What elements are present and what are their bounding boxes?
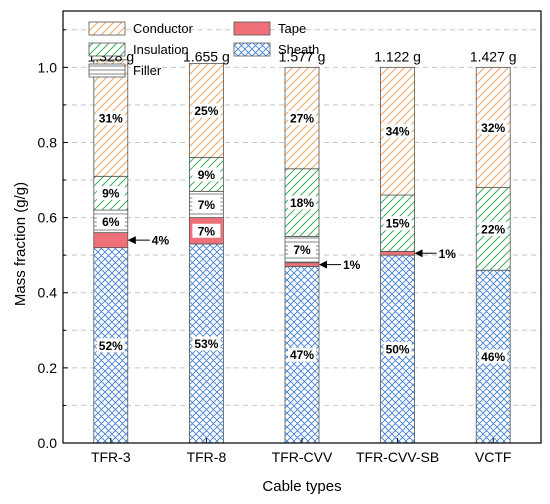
arrow-label: 4% (152, 234, 170, 248)
pct-label: 22% (481, 222, 505, 236)
pct-label-bg (288, 195, 316, 210)
pct-label-bg (479, 221, 508, 236)
pct-label: 7% (198, 224, 216, 238)
x-tick-label: VCTF (475, 449, 512, 465)
bar-segment-tape-tfr-3 (93, 232, 129, 249)
axes: 0.0 0.2 0.4 0.6 0.8 1.0 TFR-3 TFR-8 TFR-CVV TFR-C… (38, 29, 512, 465)
pct-label-bg (479, 120, 508, 135)
pct-label: 31% (99, 112, 123, 126)
y-tick-label: 0.6 (38, 210, 58, 226)
total-mass-label: 1.427 g (470, 48, 517, 64)
x-tick-label: TFR-CVV-SB (356, 449, 439, 465)
y-axis-title: Mass fraction (g/g) (12, 182, 29, 306)
pct-label-bg (192, 223, 221, 238)
pct-label: 6% (102, 215, 120, 229)
legend-swatch-insulation (88, 42, 126, 57)
pct-label: 46% (481, 350, 505, 364)
pct-label-bg (288, 111, 316, 126)
pct-label-bg (383, 342, 412, 357)
pct-label: 7% (198, 198, 216, 212)
y-tick-label: 1.0 (38, 59, 58, 75)
pct-label-bg (383, 216, 412, 231)
total-mass-label: 1.577 g (279, 48, 326, 64)
pct-label: 7% (293, 243, 311, 257)
pct-label: 50% (386, 343, 410, 357)
pct-label-bg (96, 186, 125, 201)
pct-label-bg (192, 167, 221, 182)
legend-label-tape: Tape (278, 21, 306, 36)
pct-label: 32% (481, 121, 505, 135)
pct-label: 15% (386, 217, 410, 231)
legend-label-conductor: Conductor (133, 21, 194, 36)
legend-swatch-tape (233, 21, 271, 36)
pct-label: 53% (194, 337, 218, 351)
pct-label: 52% (99, 339, 123, 353)
legend-swatch-filler (88, 63, 126, 78)
pct-label-bg (288, 347, 316, 362)
x-tick-label: TFR-CVV (272, 449, 333, 465)
pct-label: 25% (194, 104, 218, 118)
pct-label-bg (288, 242, 316, 257)
x-axis-title: Cable types (262, 478, 341, 495)
legend-label-filler: Filler (133, 63, 162, 78)
x-tick-label: TFR-8 (187, 449, 227, 465)
pct-label-bg (192, 197, 221, 212)
legend-label-insulation: Insulation (133, 42, 189, 57)
pct-label: 9% (198, 168, 216, 182)
legend-swatch-sheath (233, 42, 271, 57)
y-tick-label: 0.8 (38, 134, 58, 150)
pct-label-bg (192, 336, 221, 351)
total-mass-label: 1.122 g (374, 48, 421, 64)
pct-label-bg (383, 124, 412, 139)
legend-swatch-conductor (88, 21, 126, 36)
pct-label: 47% (290, 348, 314, 362)
pct-label: 34% (386, 125, 410, 139)
bar-labels: 52%4%6%9%31%1.328 g53%7%7%9%25%1.655 g47… (87, 48, 516, 364)
pct-label: 9% (102, 187, 120, 201)
pct-label-bg (192, 103, 221, 118)
y-tick-label: 0.0 (38, 435, 58, 451)
y-tick-label: 0.2 (38, 360, 58, 376)
bar-segment-tape-tfr-cvv (284, 262, 320, 267)
pct-label: 27% (290, 112, 314, 126)
pct-label: 18% (290, 196, 314, 210)
pct-label-bg (96, 214, 125, 229)
x-tick-label: TFR-3 (91, 449, 131, 465)
bar-segment-tape-tfr-cvv-sb (380, 251, 416, 256)
legend-label-sheath: Sheath (278, 42, 319, 57)
pct-label-bg (96, 111, 125, 126)
pct-label-bg (479, 349, 508, 364)
arrow-label: 1% (439, 247, 457, 261)
total-mass-label: 1.655 g (183, 48, 230, 64)
arrow-label: 1% (343, 258, 361, 272)
y-tick-label: 0.4 (38, 285, 58, 301)
legend: Conductor Tape Insulation Sheath Filler (88, 21, 319, 78)
pct-label-bg (96, 338, 125, 353)
